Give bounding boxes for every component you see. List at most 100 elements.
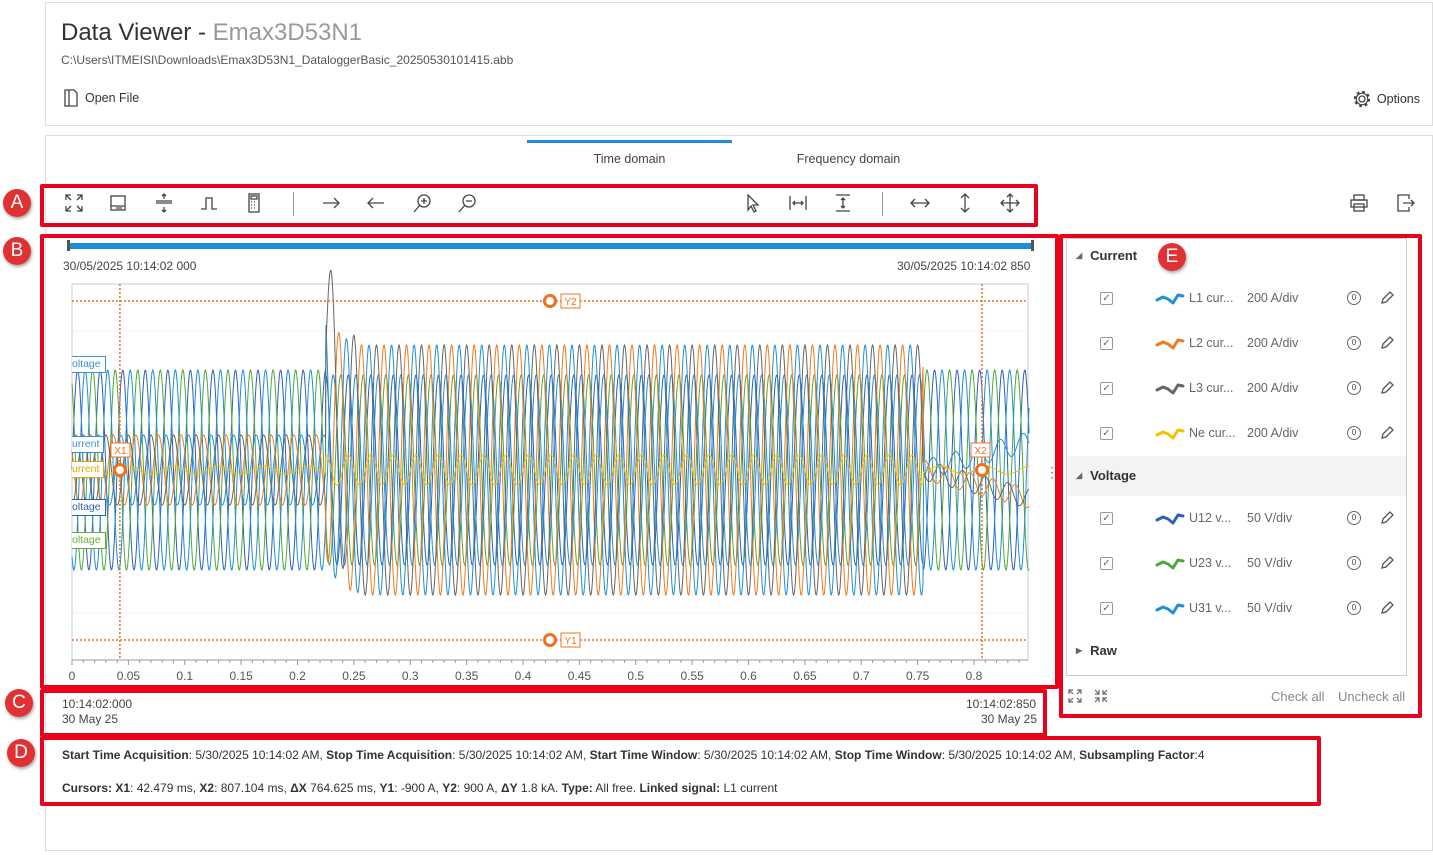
edit-pencil-icon[interactable]: [1379, 425, 1395, 441]
signal-checkbox[interactable]: ✓: [1100, 381, 1113, 395]
signal-panel: [1066, 238, 1407, 676]
x-tick-label: 0.5: [627, 669, 645, 683]
x-tick-label: 0.05: [116, 669, 141, 683]
signal-axis-label[interactable]: urrent: [72, 436, 105, 453]
signal-checkbox[interactable]: ✓: [1100, 336, 1113, 350]
signal-name: L2 cur...: [1189, 336, 1234, 350]
info-label: Stop Time Acquisition: [326, 748, 453, 762]
signal-checkbox[interactable]: ✓: [1100, 601, 1113, 615]
vertical-measure-icon[interactable]: [830, 190, 856, 216]
signal-name: U23 v...: [1189, 556, 1232, 570]
title-text: Data Viewer -: [61, 19, 213, 46]
info-value: : 5/30/2025 10:14:02 AM,: [941, 748, 1080, 762]
edit-pencil-icon[interactable]: [1379, 510, 1395, 526]
range-slider-track[interactable]: [69, 243, 1033, 249]
waveform-chart[interactable]: X1 X2 Y2 Y1: [0, 0, 1060, 690]
zero-offset-icon[interactable]: 0: [1347, 511, 1361, 525]
cursor-x2-handle[interactable]: [975, 463, 990, 477]
pointer-icon[interactable]: [740, 190, 766, 216]
footer-start-time: 10:14:02:000: [62, 697, 133, 711]
edit-pencil-icon[interactable]: [1379, 290, 1395, 306]
move-icon[interactable]: [997, 190, 1023, 216]
more-options-icon[interactable]: ⋮: [1045, 464, 1059, 480]
zero-offset-icon[interactable]: 0: [1347, 291, 1361, 305]
signal-name: U12 v...: [1189, 511, 1232, 525]
horizontal-pan-icon[interactable]: [907, 190, 933, 216]
panel-icon[interactable]: [105, 190, 131, 216]
group-raw[interactable]: ▶ Raw: [1076, 643, 1117, 658]
group-current[interactable]: ◢ Current: [1076, 248, 1137, 263]
fit-all-icon[interactable]: [61, 190, 87, 216]
group-voltage[interactable]: ◢ Voltage: [1076, 468, 1136, 483]
caret-down-icon[interactable]: ◢: [1076, 251, 1083, 260]
cursor-x1-label-box: [110, 442, 131, 458]
edit-pencil-icon[interactable]: [1379, 555, 1395, 571]
zero-offset-icon[interactable]: 0: [1347, 556, 1361, 570]
signal-axis-label[interactable]: oltage: [72, 499, 106, 516]
tab-time-domain[interactable]: Time domain: [527, 140, 732, 166]
calculator-icon[interactable]: [241, 190, 267, 216]
check-all-button[interactable]: Check all: [1271, 689, 1325, 704]
signal-color-icon: [1155, 428, 1185, 440]
arrow-right-icon[interactable]: [318, 190, 344, 216]
signal-checkbox[interactable]: ✓: [1100, 511, 1113, 525]
zoom-out-icon[interactable]: [454, 190, 480, 216]
info-value: : 807.104 ms,: [214, 781, 291, 795]
tab-frequency-domain[interactable]: Frequency domain: [796, 152, 901, 166]
options-button[interactable]: Options: [1352, 89, 1420, 109]
signal-color-icon: [1155, 383, 1185, 395]
range-handle-start[interactable]: [67, 240, 70, 251]
signal-checkbox[interactable]: ✓: [1100, 291, 1113, 305]
range-handle-end[interactable]: [1031, 240, 1034, 251]
group-label: Raw: [1090, 643, 1117, 658]
zero-offset-icon[interactable]: 0: [1347, 601, 1361, 615]
cursor-x1-label: X1: [114, 446, 127, 457]
badge-c: C: [5, 689, 33, 717]
zero-offset-icon[interactable]: 0: [1347, 336, 1361, 350]
info-label: ΔX: [290, 781, 307, 795]
badge-b: B: [3, 237, 31, 265]
caret-right-icon[interactable]: ▶: [1076, 646, 1083, 655]
signal-color-icon: [1155, 513, 1185, 525]
highlight-a: [40, 184, 1038, 227]
open-file-button[interactable]: Open File: [62, 88, 139, 108]
signal-axis-label[interactable]: urrent: [72, 461, 105, 478]
cursor-y2-handle[interactable]: [543, 294, 557, 308]
caret-down-icon[interactable]: ◢: [1076, 471, 1083, 480]
cursor-y1-handle[interactable]: [543, 633, 557, 647]
zoom-in-icon[interactable]: [409, 190, 435, 216]
uncheck-all-button[interactable]: Uncheck all: [1338, 689, 1406, 704]
badge-e: E: [1158, 243, 1186, 271]
pulse-icon[interactable]: [196, 190, 222, 216]
info-value: :4: [1194, 748, 1205, 762]
export-icon[interactable]: [1392, 190, 1418, 216]
signal-row: ✓ L2 cur... 200 A/div 0: [1100, 333, 1405, 353]
x-tick-label: 0.1: [176, 669, 194, 683]
cursor-x1-handle[interactable]: [112, 463, 127, 477]
x-tick-label: 0.25: [342, 669, 366, 683]
split-vertical-icon[interactable]: [151, 190, 177, 216]
print-icon[interactable]: [1346, 190, 1372, 216]
signal-axis-label[interactable]: oltage: [72, 532, 106, 549]
x-tick-label: 0.45: [567, 669, 592, 683]
expand-all-icon[interactable]: [1068, 689, 1082, 708]
highlight-b: [40, 234, 1059, 689]
zero-offset-icon[interactable]: 0: [1347, 426, 1361, 440]
horizontal-measure-icon[interactable]: [785, 190, 811, 216]
signal-checkbox[interactable]: ✓: [1100, 556, 1113, 570]
page-title: Data Viewer - Emax3D53N1: [61, 19, 362, 47]
cursor-y1-label-box: [560, 632, 581, 648]
arrow-left-icon[interactable]: [363, 190, 389, 216]
cursor-x2-label-box: [970, 442, 991, 458]
collapse-all-icon[interactable]: [1094, 689, 1108, 708]
signal-axis-label[interactable]: oltage: [72, 356, 106, 373]
edit-pencil-icon[interactable]: [1379, 335, 1395, 351]
highlight-e: [1059, 234, 1422, 718]
signal-checkbox[interactable]: ✓: [1100, 426, 1113, 440]
waveform-l3: [71, 269, 1030, 597]
edit-pencil-icon[interactable]: [1379, 600, 1395, 616]
edit-pencil-icon[interactable]: [1379, 380, 1395, 396]
info-value: : 5/30/2025 10:14:02 AM,: [452, 748, 590, 762]
vertical-pan-icon[interactable]: [952, 190, 978, 216]
zero-offset-icon[interactable]: 0: [1347, 381, 1361, 395]
